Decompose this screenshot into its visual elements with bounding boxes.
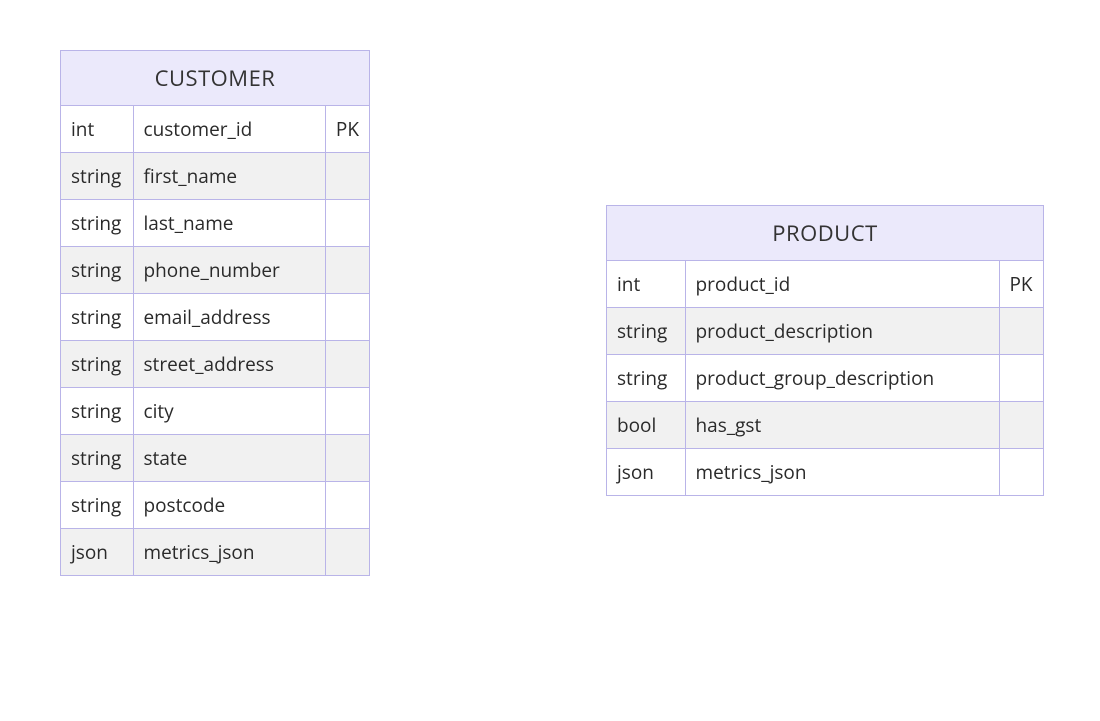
table-row: stringfirst_name	[61, 153, 369, 200]
entity-title: PRODUCT	[607, 206, 1043, 261]
column-key: PK	[999, 261, 1043, 308]
column-key	[325, 482, 369, 529]
table-row: boolhas_gst	[607, 402, 1043, 449]
table-row: intproduct_idPK	[607, 261, 1043, 308]
column-key	[325, 341, 369, 388]
column-name: product_id	[685, 261, 999, 308]
column-name: email_address	[133, 294, 325, 341]
column-type: string	[607, 355, 685, 402]
entity-rows: intcustomer_idPKstringfirst_namestringla…	[61, 106, 369, 575]
column-name: city	[133, 388, 325, 435]
column-type: string	[607, 308, 685, 355]
column-name: has_gst	[685, 402, 999, 449]
column-type: string	[61, 341, 133, 388]
column-type: string	[61, 482, 133, 529]
column-type: string	[61, 294, 133, 341]
table-row: stringphone_number	[61, 247, 369, 294]
column-type: string	[61, 153, 133, 200]
column-name: metrics_json	[133, 529, 325, 576]
column-key	[325, 529, 369, 576]
column-name: phone_number	[133, 247, 325, 294]
column-type: string	[61, 388, 133, 435]
column-key	[999, 449, 1043, 496]
entity-product: PRODUCTintproduct_idPKstringproduct_desc…	[606, 205, 1044, 496]
column-type: string	[61, 200, 133, 247]
column-type: bool	[607, 402, 685, 449]
column-name: customer_id	[133, 106, 325, 153]
column-key	[325, 153, 369, 200]
table-row: stringproduct_group_description	[607, 355, 1043, 402]
column-key	[999, 402, 1043, 449]
column-type: int	[607, 261, 685, 308]
entity-customer: CUSTOMERintcustomer_idPKstringfirst_name…	[60, 50, 370, 576]
column-name: first_name	[133, 153, 325, 200]
column-type: string	[61, 247, 133, 294]
table-row: stringlast_name	[61, 200, 369, 247]
column-type: string	[61, 435, 133, 482]
column-key	[325, 435, 369, 482]
column-name: street_address	[133, 341, 325, 388]
table-row: stringstate	[61, 435, 369, 482]
column-name: product_description	[685, 308, 999, 355]
column-key	[325, 200, 369, 247]
table-row: stringstreet_address	[61, 341, 369, 388]
table-row: stringemail_address	[61, 294, 369, 341]
column-key	[999, 308, 1043, 355]
entity-title: CUSTOMER	[61, 51, 369, 106]
table-row: stringpostcode	[61, 482, 369, 529]
column-type: int	[61, 106, 133, 153]
table-row: intcustomer_idPK	[61, 106, 369, 153]
column-type: json	[607, 449, 685, 496]
table-row: jsonmetrics_json	[607, 449, 1043, 496]
column-key	[999, 355, 1043, 402]
column-name: metrics_json	[685, 449, 999, 496]
column-name: product_group_description	[685, 355, 999, 402]
column-name: state	[133, 435, 325, 482]
table-row: jsonmetrics_json	[61, 529, 369, 576]
column-name: postcode	[133, 482, 325, 529]
column-type: json	[61, 529, 133, 576]
table-row: stringproduct_description	[607, 308, 1043, 355]
entity-rows: intproduct_idPKstringproduct_description…	[607, 261, 1043, 495]
column-key	[325, 294, 369, 341]
column-name: last_name	[133, 200, 325, 247]
column-key	[325, 388, 369, 435]
table-row: stringcity	[61, 388, 369, 435]
column-key: PK	[325, 106, 369, 153]
column-key	[325, 247, 369, 294]
